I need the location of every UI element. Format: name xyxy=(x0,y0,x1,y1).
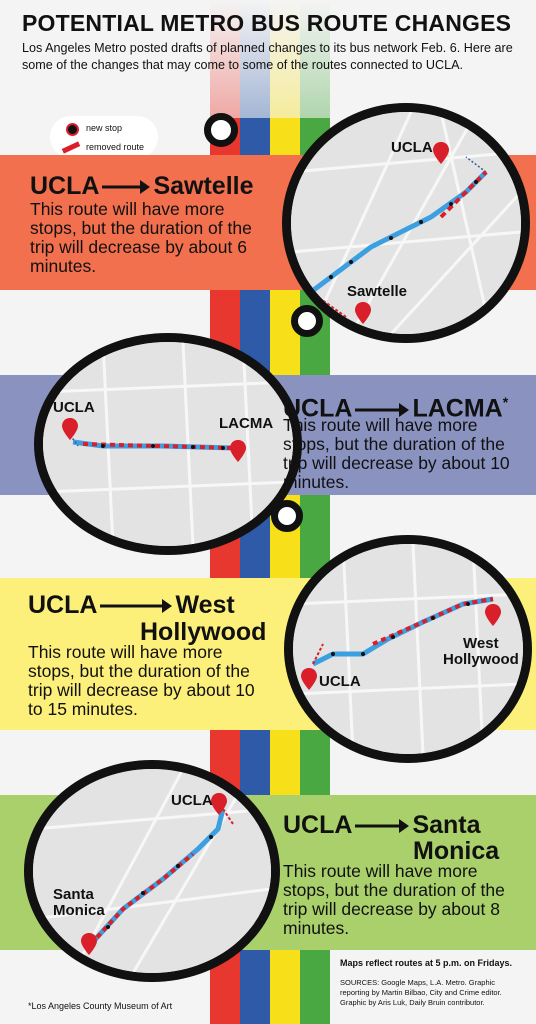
route-to: LACMA xyxy=(412,394,503,423)
footnote: *Los Angeles County Museum of Art xyxy=(28,1001,173,1011)
route-to: Sawtelle xyxy=(153,172,254,200)
arrow-icon xyxy=(355,819,410,834)
page-subtitle: Los Angeles Metro posted drafts of plann… xyxy=(22,41,513,72)
route-to: Santa xyxy=(412,811,481,839)
faded-stripes-top xyxy=(210,0,330,118)
footer-box xyxy=(330,950,536,1024)
route-title-sawtelle: UCLA Sawtelle xyxy=(30,173,254,200)
route-from: UCLA xyxy=(28,591,98,619)
route-desc-santa-monica: This route will have more stops, but the… xyxy=(283,861,505,938)
map-label-to: Sawtelle xyxy=(347,283,408,300)
map-label-to-line2: Monica xyxy=(53,902,105,919)
route-title-west-hollywood: UCLA West xyxy=(28,592,235,619)
footnote-mark: * xyxy=(502,394,509,410)
route-desc-west-hollywood: This route will have more stops, but the… xyxy=(28,642,255,719)
ring-decoration xyxy=(271,500,303,532)
route-to: West xyxy=(175,591,235,619)
map-label-to: LACMA xyxy=(219,415,274,432)
map-sawtelle: UCLA Sawtelle xyxy=(282,103,530,343)
map-west-hollywood: UCLA West Hollywood xyxy=(284,535,532,763)
route-from: UCLA xyxy=(283,394,353,423)
arrow-icon xyxy=(100,599,173,614)
new-stop-icon xyxy=(66,123,79,136)
ring-decoration xyxy=(204,113,238,147)
map-label-from: UCLA xyxy=(391,139,433,156)
footer-sources: SOURCES: Google Maps, L.A. Metro. Graphi… xyxy=(340,978,502,1007)
ring-decoration xyxy=(291,305,323,337)
arrow-icon xyxy=(102,180,151,195)
map-label-from: UCLA xyxy=(319,673,361,690)
map-santa-monica: UCLA Santa Monica xyxy=(24,760,280,982)
map-lacma: UCLA LACMA xyxy=(34,333,302,555)
page-title: POTENTIAL METRO BUS ROUTE CHANGES xyxy=(22,10,512,36)
route-from: UCLA xyxy=(30,172,100,200)
route-title-santa-monica: UCLA Santa xyxy=(283,812,481,839)
route-desc-lacma: This route will have more stops, but the… xyxy=(283,415,510,492)
map-label-to-line1: West xyxy=(463,635,499,652)
route-desc-sawtelle: This route will have more stops, but the… xyxy=(30,199,252,276)
map-label-to-line1: Santa xyxy=(53,886,94,903)
route-from: UCLA xyxy=(283,811,353,839)
map-label-from: UCLA xyxy=(171,792,213,809)
legend-removed-route: removed route xyxy=(86,142,145,152)
footer-note: Maps reflect routes at 5 p.m. on Fridays… xyxy=(340,958,513,968)
route-title-line2: Hollywood xyxy=(140,618,267,646)
arrow-icon xyxy=(355,402,410,417)
route-title-line2: Monica xyxy=(413,837,500,865)
map-label-to-line2: Hollywood xyxy=(443,651,519,668)
legend-new-stop: new stop xyxy=(86,123,123,133)
route-title-lacma: UCLA LACMA* xyxy=(283,389,508,422)
map-label-from: UCLA xyxy=(53,399,95,416)
